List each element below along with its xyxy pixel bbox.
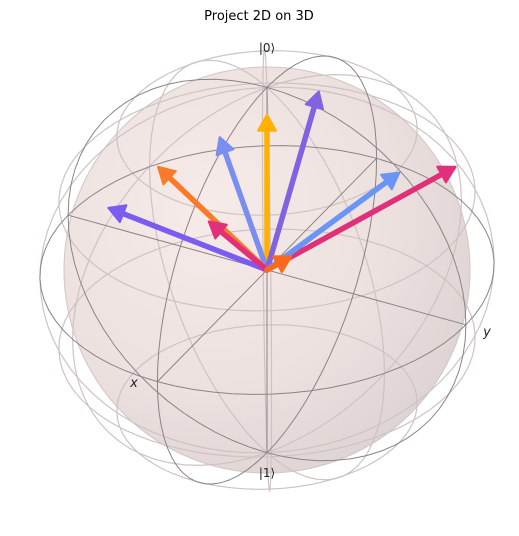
vector-shaft-3 (264, 101, 318, 273)
vector-arrowhead-8 (380, 171, 401, 191)
vector-arrowhead-2 (215, 136, 235, 157)
vector-arrowhead-4 (157, 165, 177, 186)
vector-shaft-2 (221, 146, 270, 273)
vector-shaft-6 (215, 226, 270, 273)
vector-shaft-8 (264, 177, 392, 273)
label-ket-one: |1⟩ (259, 466, 275, 480)
vector-arrowhead-1 (257, 113, 277, 132)
vector-arrowhead-3 (304, 90, 324, 111)
vector-arrowhead-6 (207, 220, 228, 240)
vector-arrowhead-5 (107, 204, 128, 224)
vector-shaft-5 (117, 209, 270, 273)
vector-arrowhead-7 (436, 165, 457, 184)
label-ket-zero: |0⟩ (259, 41, 275, 55)
vector-shaft-7 (264, 170, 447, 273)
state-vectors (107, 90, 457, 274)
chart-title: Project 2D on 3D (204, 9, 314, 24)
label-y-axis: y (482, 325, 491, 340)
label-x-axis: x (129, 376, 138, 391)
vector-arrowhead-9 (272, 255, 293, 274)
